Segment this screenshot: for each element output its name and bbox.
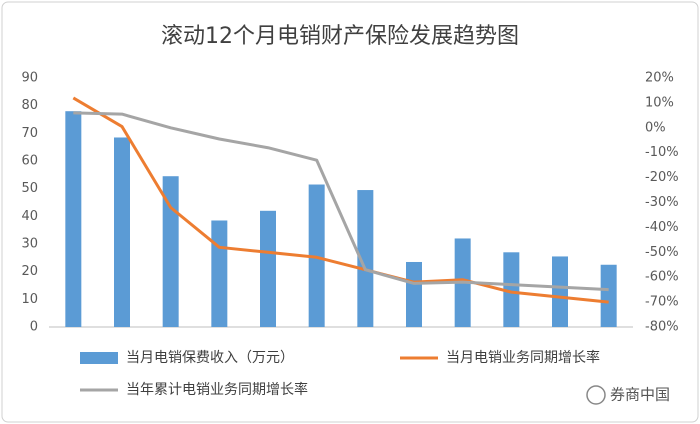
y2-tick-label: -10% xyxy=(645,145,679,160)
y2-tick-label: 0% xyxy=(645,120,666,135)
y-tick-label: 30 xyxy=(21,237,38,252)
bar xyxy=(211,220,228,327)
bar xyxy=(114,137,130,327)
y2-tick-label: -80% xyxy=(645,320,679,335)
y2-tick-label: 10% xyxy=(645,95,674,110)
line xyxy=(72,96,609,304)
legend-label: 当年累计电销业务同期增长率 xyxy=(126,381,308,398)
y2-tick-label: -40% xyxy=(645,220,679,235)
y-tick-label: 70 xyxy=(21,126,38,141)
bar xyxy=(65,111,82,327)
legend-label: 当月电销保费收入（万元） xyxy=(126,350,294,366)
y2-tick-label: -20% xyxy=(645,170,679,185)
legend-swatch xyxy=(80,352,118,364)
watermark: 券商中国 xyxy=(586,385,670,405)
bar xyxy=(308,184,325,327)
bar xyxy=(552,256,568,327)
y-tick-label: 10 xyxy=(21,292,38,307)
bar xyxy=(406,261,422,327)
y2-tick-label: 20% xyxy=(645,71,674,86)
y-tick-label: 40 xyxy=(21,209,38,224)
y-tick-label: 0 xyxy=(30,320,38,335)
y-tick-label: 60 xyxy=(21,154,38,169)
y-tick-label: 80 xyxy=(21,98,38,113)
line xyxy=(73,111,609,292)
bar xyxy=(357,190,374,327)
bar xyxy=(162,176,179,327)
bar xyxy=(260,210,276,327)
watermark-text: 券商中国 xyxy=(610,386,670,404)
legend-label: 当月电销业务同期增长率 xyxy=(446,349,600,366)
bar xyxy=(503,252,520,327)
y-tick-label: 50 xyxy=(21,181,38,196)
y2-tick-label: -60% xyxy=(645,270,679,285)
watermark-icon xyxy=(586,385,606,405)
bar xyxy=(600,264,617,327)
chart-title: 滚动12个月电销财产保险发展趋势图 xyxy=(161,24,519,49)
y-tick-label: 90 xyxy=(21,71,38,86)
y2-tick-label: -30% xyxy=(645,195,679,210)
y2-tick-label: -70% xyxy=(645,295,679,310)
y2-tick-label: -50% xyxy=(645,245,679,260)
y-tick-label: 20 xyxy=(21,264,38,279)
